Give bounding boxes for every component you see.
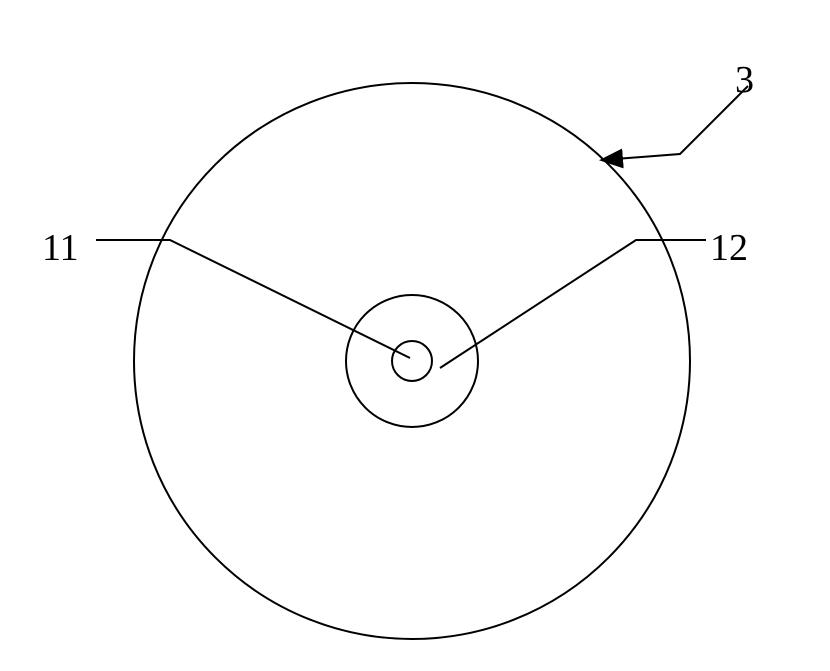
label-11: 11	[42, 226, 79, 270]
label-3: 3	[735, 58, 754, 102]
label-3-text: 3	[735, 59, 754, 101]
diagram-svg	[0, 0, 830, 671]
leader-line-11	[96, 240, 410, 358]
label-12: 12	[710, 226, 748, 270]
label-12-text: 12	[710, 227, 748, 269]
middle-circle	[346, 295, 478, 427]
inner-circle	[392, 341, 432, 381]
leader-line-12	[440, 240, 706, 368]
technical-diagram: 3 11 12	[0, 0, 830, 671]
leader-line-3	[603, 86, 748, 160]
label-11-text: 11	[42, 227, 79, 269]
outer-circle	[134, 83, 690, 639]
